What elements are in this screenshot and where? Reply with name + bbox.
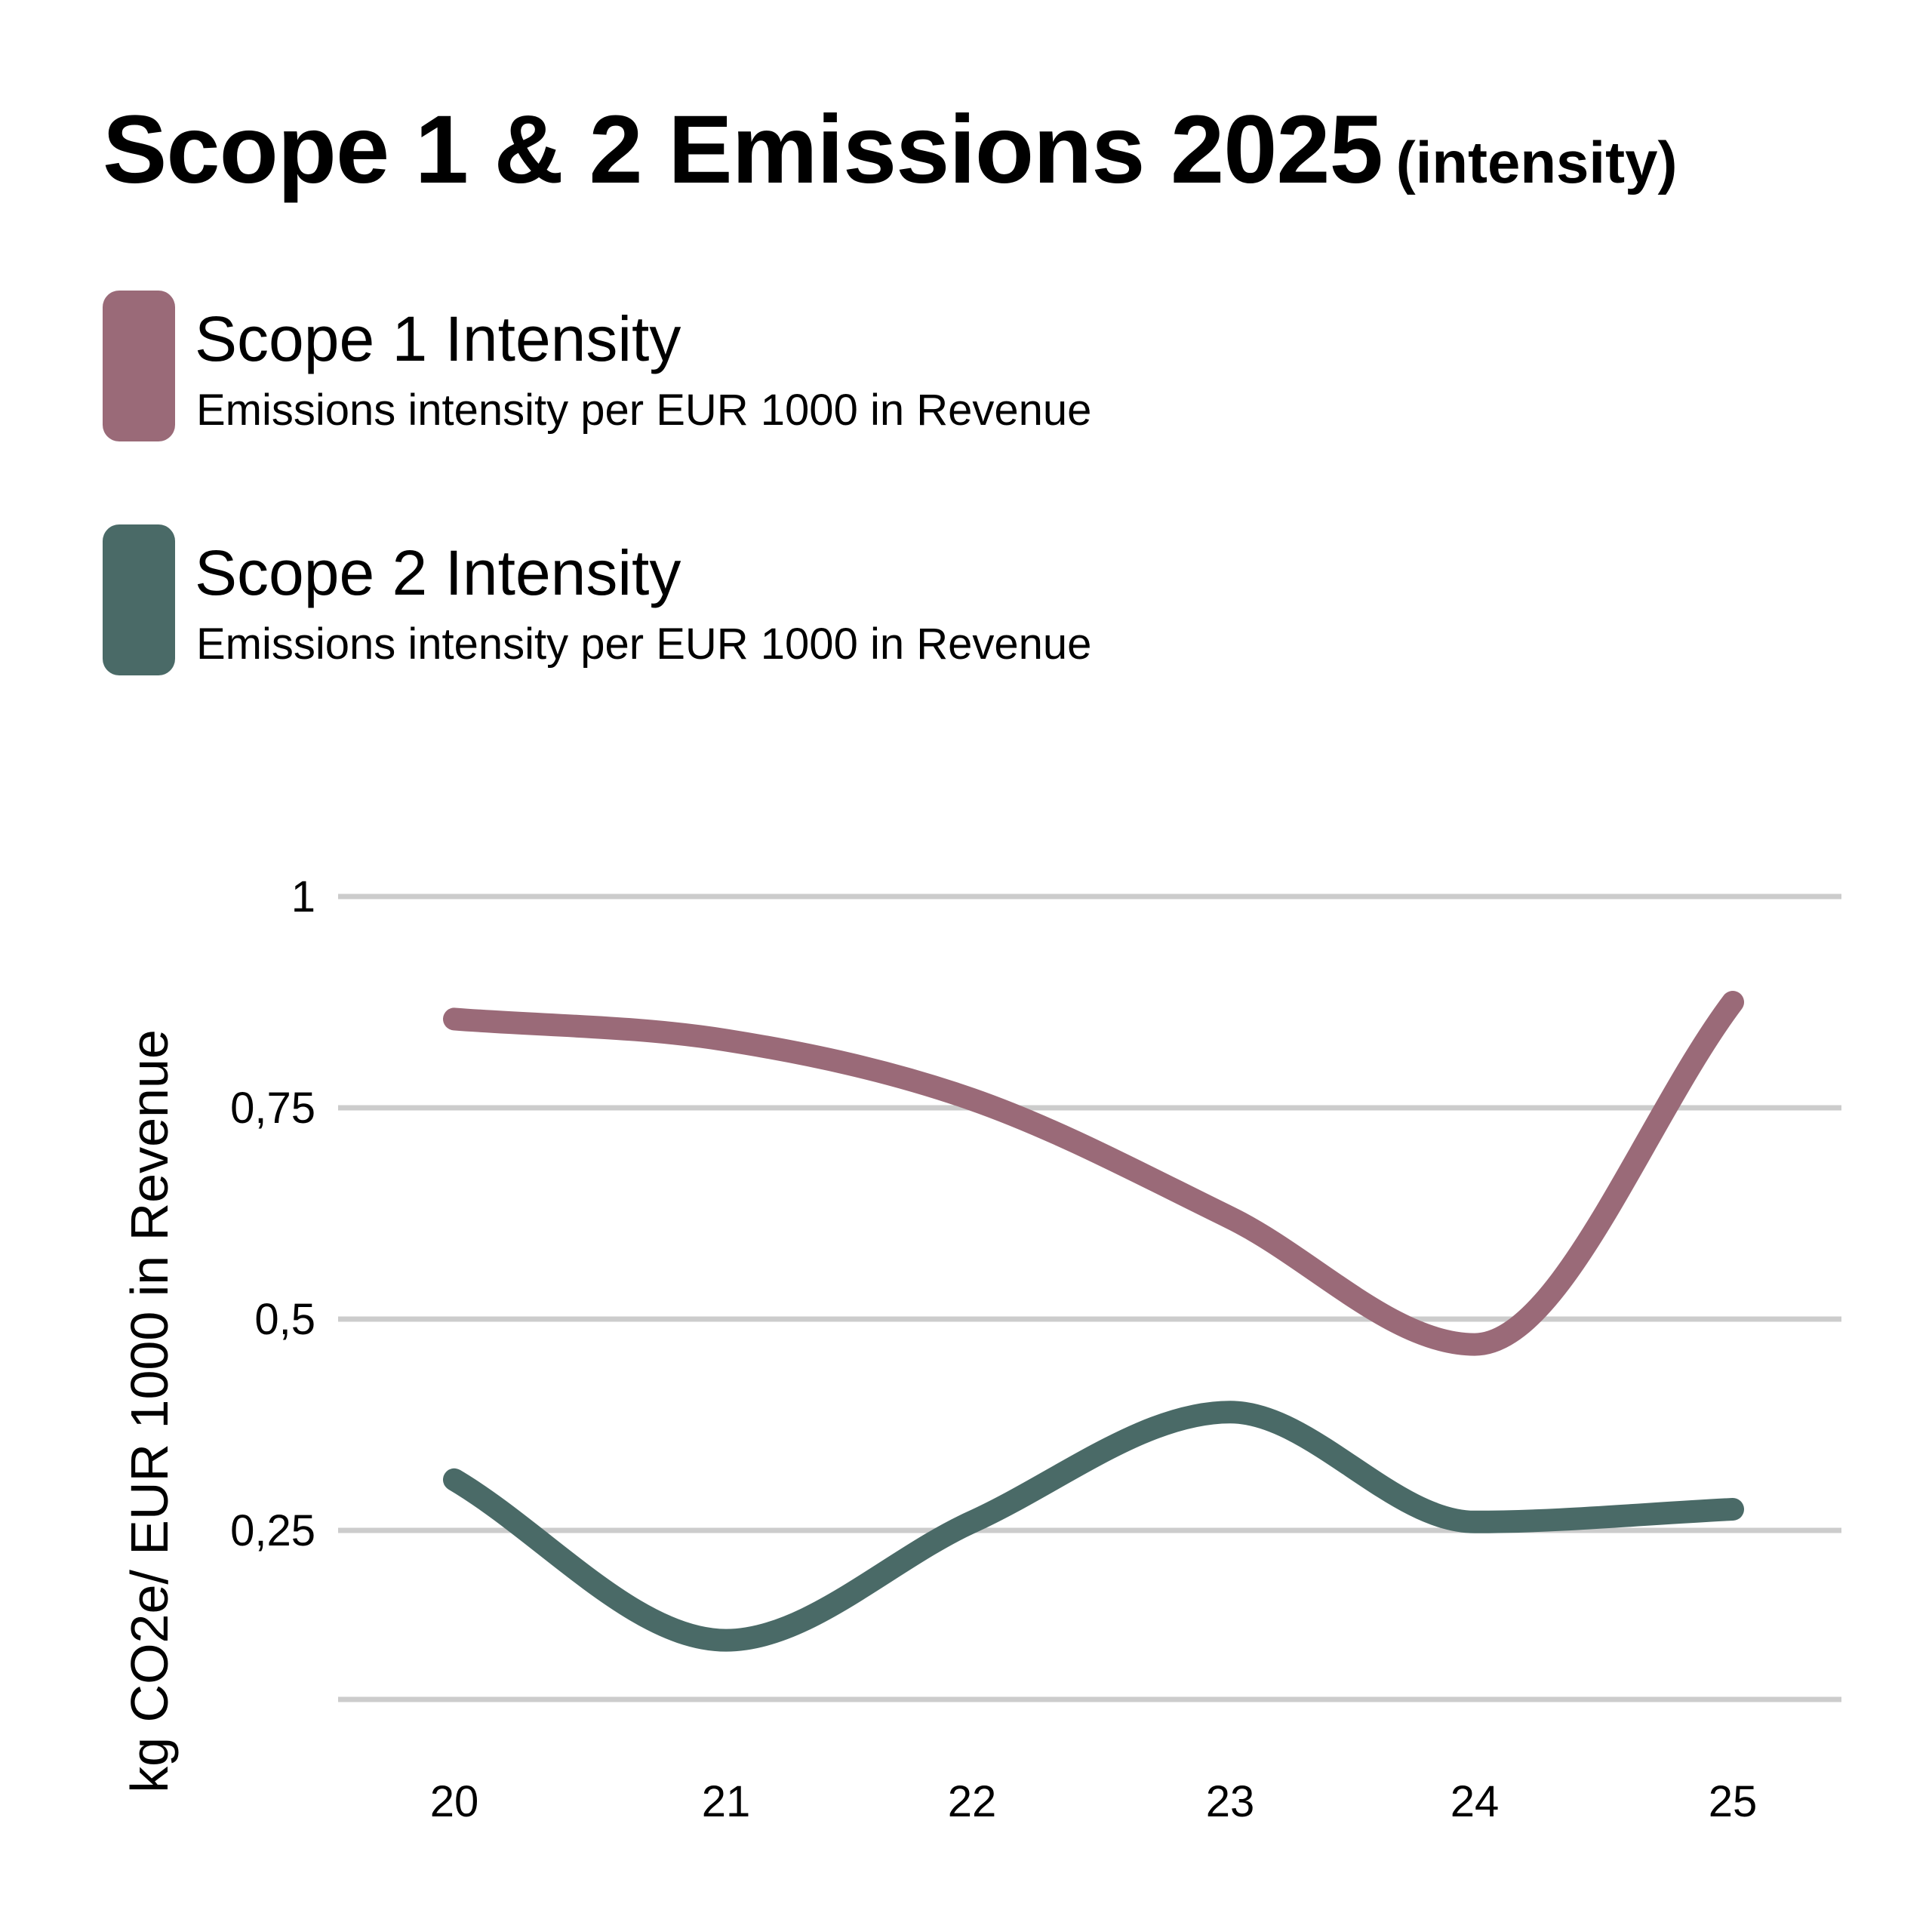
series-line-scope-1: [443, 991, 1744, 1356]
y-tick-label: 0,25: [230, 1506, 315, 1555]
legend-swatch-scope-2: [103, 524, 175, 675]
series-lines: [443, 991, 1744, 1652]
x-tick-labels: 20 21 22 23 24 25: [430, 1777, 1758, 1826]
x-tick-label: 24: [1451, 1777, 1500, 1826]
chart-title: Scope 1 & 2 Emissions 2025 (intensity): [103, 102, 1677, 198]
chart-title-main: Scope 1 & 2 Emissions 2025: [103, 96, 1383, 204]
y-tick-label: 0,75: [230, 1084, 315, 1133]
x-tick-label: 21: [702, 1777, 751, 1826]
legend-swatch-scope-1: [103, 291, 175, 441]
y-tick-label: 0,5: [254, 1295, 315, 1344]
y-tick-label: 1: [291, 872, 315, 921]
x-tick-label: 25: [1709, 1777, 1758, 1826]
y-tick-labels: 1 0,75 0,5 0,25: [230, 872, 315, 1555]
chart-subtitle: (intensity): [1395, 129, 1678, 195]
legend-description-scope-2: Emissions intensity per EUR 1000 in Reve…: [196, 620, 1092, 669]
x-tick-label: 22: [948, 1777, 997, 1826]
gridlines: [338, 893, 1841, 1702]
legend-description-scope-1: Emissions intensity per EUR 1000 in Reve…: [196, 386, 1092, 435]
x-tick-label: 23: [1206, 1777, 1255, 1826]
series-line-scope-2: [443, 1401, 1744, 1652]
x-tick-label: 20: [430, 1777, 479, 1826]
legend-label-scope-1: Scope 1 Intensity: [195, 303, 681, 374]
legend-label-scope-2: Scope 2 Intensity: [195, 537, 681, 608]
y-axis-title: kg CO2e/ EUR 1000 in Revenue: [120, 1029, 179, 1793]
